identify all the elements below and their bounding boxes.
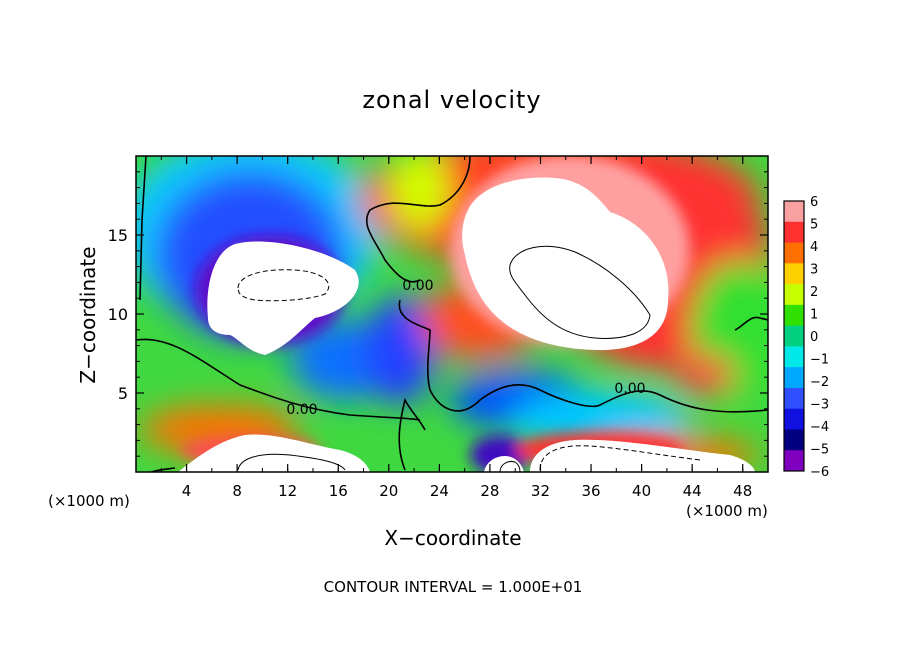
velocity-field: 0.00 0.00 0.00 xyxy=(136,156,768,472)
colorbar-tick-label: 3 xyxy=(810,263,818,278)
colorbar-segment xyxy=(784,367,804,389)
x-tick-label: 44 xyxy=(683,482,702,500)
x-tick-label: 40 xyxy=(632,482,651,500)
colorbar-tick-label: −3 xyxy=(810,398,829,413)
x-axis-label: X−coordinate xyxy=(384,526,522,550)
colorbar-tick-label: 6 xyxy=(810,195,818,210)
contour-label: 0.00 xyxy=(402,278,433,294)
colorbar-tick-label: −6 xyxy=(810,465,829,480)
contour-label: 0.00 xyxy=(286,402,317,418)
colorbar-tick-label: 1 xyxy=(810,308,818,323)
colorbar-segment xyxy=(784,221,804,244)
colorbar-tick-label: 2 xyxy=(810,285,818,300)
colorbar-segment xyxy=(784,263,804,285)
x-tick-label: 28 xyxy=(480,482,499,500)
colorbar-tick-label: 0 xyxy=(810,330,818,345)
colorbar-segment xyxy=(784,284,804,306)
colorbar-tick-label: 4 xyxy=(810,240,818,255)
x-tick-label: 24 xyxy=(430,482,449,500)
y-axis-unit: (×1000 m) xyxy=(48,492,130,510)
colorbar-frame xyxy=(783,200,805,472)
x-axis-unit: (×1000 m) xyxy=(686,502,768,520)
x-tick-label: 20 xyxy=(379,482,398,500)
colorbar-tick-label: 5 xyxy=(810,218,818,233)
x-tick-label: 12 xyxy=(278,482,297,500)
colorbar: 6 5 4 3 2 1 0 −1 −2 −3 −4 −5 −6 xyxy=(783,195,829,480)
colorbar-tick-label: −2 xyxy=(810,375,829,390)
x-tick-label: 4 xyxy=(182,482,192,500)
contour-interval-note: CONTOUR INTERVAL = 1.000E+01 xyxy=(323,578,583,596)
colorbar-segment xyxy=(784,242,804,264)
colorbar-tick-label: −5 xyxy=(810,443,829,458)
colorbar-segment xyxy=(784,346,804,368)
contour-labels: 0.00 0.00 0.00 xyxy=(286,278,645,418)
x-axis: 4 8 12 16 20 24 28 32 36 40 44 48 xyxy=(160,156,752,500)
x-tick-label: 36 xyxy=(581,482,600,500)
y-axis: 5 10 15 xyxy=(108,171,768,457)
contour-interval-note-wrap: CONTOUR INTERVAL = 1.000E+01 xyxy=(0,578,904,596)
colorbar-tick-label: −4 xyxy=(810,420,829,435)
y-tick-label: 15 xyxy=(108,226,128,245)
colorbar-segment xyxy=(784,387,804,410)
x-axis-label-wrap: X−coordinate xyxy=(0,526,904,550)
x-tick-label: 32 xyxy=(531,482,550,500)
x-tick-label: 8 xyxy=(232,482,242,500)
x-tick-label: 16 xyxy=(329,482,348,500)
y-axis-label: Z−coordinate xyxy=(76,246,100,384)
colorbar-segment xyxy=(784,408,804,430)
colorbar-segment xyxy=(784,325,804,347)
x-tick-label: 48 xyxy=(733,482,752,500)
contour-label: 0.00 xyxy=(614,381,645,397)
colorbar-segment xyxy=(784,201,804,223)
y-tick-label: 10 xyxy=(108,305,128,324)
colorbar-segment xyxy=(784,304,804,327)
colorbar-segment xyxy=(784,429,804,451)
chart-title: zonal velocity xyxy=(362,86,542,114)
y-tick-label: 5 xyxy=(118,384,128,403)
colorbar-segment xyxy=(784,450,804,472)
colorbar-tick-label: −1 xyxy=(810,353,829,368)
